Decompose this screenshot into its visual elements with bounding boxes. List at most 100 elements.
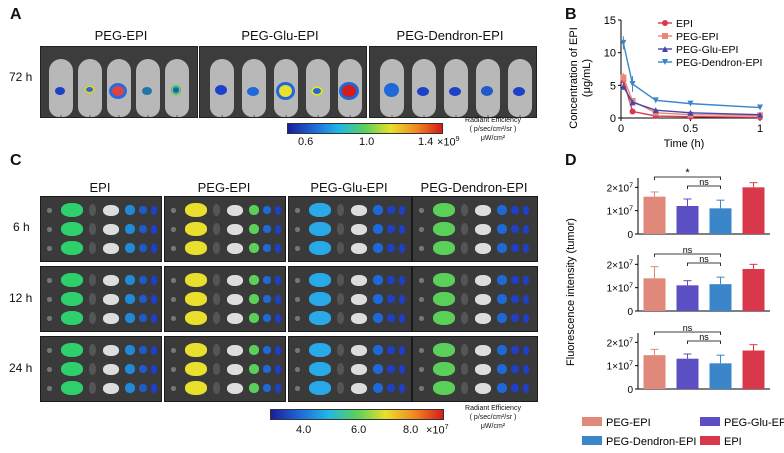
panel-c-title-peg-epi: PEG-EPI (197, 180, 251, 195)
panel-b-xtick-label: 0.5 (683, 123, 698, 135)
panel-d-bar-peg-dendron-epi (709, 208, 732, 234)
panel-b-point-peg-glu-epi (687, 109, 694, 116)
panel-d-ytick-label: 1×107 (607, 283, 634, 295)
panel-d-sig-bracket (654, 253, 721, 257)
panel-d-bar-peg-glu-epi (676, 285, 699, 311)
panel-b-legend-marker-peg-glu-epi (662, 46, 668, 52)
panel-b-point-peg-dendron-epi (629, 81, 636, 88)
panel-c-organ-image (164, 266, 286, 332)
panel-b-legend-label-peg-dendron-epi: PEG-Dendron-EPI (676, 57, 762, 69)
panel-d-sig-bracket (687, 185, 721, 189)
panel-letter-c: C (10, 152, 22, 169)
panel-b-point-peg-glu-epi (757, 111, 763, 118)
panel-a-cbar-tick-1: 0.6 (298, 136, 314, 148)
panel-a-cbar-tick-3: 1.4 (418, 136, 434, 148)
panel-d-bar-peg-epi (643, 278, 666, 311)
panel-a-image-peg-glu-epi (199, 46, 367, 118)
panel-a-cbar-exponent: ×109 (437, 136, 460, 149)
panel-d-legend-swatch-epi (700, 436, 720, 445)
panel-b-ytick-label: 10 (604, 48, 616, 60)
panel-b-point-peg-epi (620, 74, 627, 81)
panel-d-sig-label: ns (683, 245, 693, 255)
panel-c-cbar-tick-2: 6.0 (351, 424, 367, 436)
panel-a-colorbar (287, 123, 443, 134)
panel-c-row-label-12h: 12 h (9, 291, 33, 305)
panel-c-organ-image (40, 266, 162, 332)
panel-letter-a: A (10, 6, 22, 23)
panel-b-ytick-label: 15 (604, 15, 616, 27)
panel-d-sig-label: * (685, 168, 690, 179)
panel-d-bar-peg-epi (643, 355, 666, 389)
panel-d-ytick-label: 0 (627, 230, 633, 241)
panel-c-title-epi: EPI (89, 180, 111, 195)
panel-d-legend-label-peg-dendron-epi: PEG-Dendron-EPI (606, 436, 696, 448)
panel-d-ytick-label: 0 (627, 307, 633, 318)
panel-c-organ-image (40, 196, 162, 262)
panel-b-ytick-label: 5 (610, 80, 616, 92)
panel-d-bar-epi (742, 350, 765, 389)
panel-b-ylabel-1: Concentration of EPI (568, 27, 580, 129)
panel-letter-d: D (565, 152, 577, 169)
panel-c-colorbar (270, 409, 444, 420)
panel-a-image-peg-dendron-epi (369, 46, 537, 118)
panel-c-organ-image (288, 266, 412, 332)
panel-b-legend-marker-peg-dendron-epi (662, 59, 668, 65)
panel-b-point-peg-glu-epi (652, 107, 659, 114)
panel-c-cbar-tick-3: 8.0 (403, 424, 419, 436)
panel-b-xtick-label: 1 (757, 123, 763, 135)
panel-d-ytick-label: 2×107 (607, 337, 634, 349)
panel-b-point-peg-dendron-epi (620, 39, 627, 46)
panel-b-line-peg-epi (622, 77, 761, 117)
panel-d-sig-label: ns (699, 254, 709, 264)
panel-a-cbar-tick-2: 1.0 (359, 136, 375, 148)
panel-c-row-label-6h: 6 h (13, 220, 30, 234)
panel-d-ytick-label: 2×107 (607, 259, 634, 271)
panel-b-legend-marker-peg-epi (662, 33, 668, 39)
panel-c-organ-image (40, 336, 162, 402)
panel-b-point-peg-dendron-epi (687, 100, 694, 107)
panel-a-title-peg-dendron-epi: PEG-Dendron-EPI (396, 28, 504, 43)
panel-d-bar-peg-dendron-epi (709, 363, 732, 389)
panel-b-chart: 0 5 10 15 0 0.5 1 EPIPEG-EPIPEG-Glu-EPIPEG-Den… (568, 15, 763, 150)
panel-c-organ-image (412, 336, 538, 402)
panel-c-cbar-exponent: ×107 (426, 424, 449, 437)
panel-d-sig-bracket (687, 262, 721, 266)
panel-b-legend-label-peg-glu-epi: PEG-Glu-EPI (676, 44, 738, 56)
panel-b-ytick-label: 0 (610, 113, 616, 125)
panel-d-bar-epi (742, 187, 765, 234)
panel-d-legend-label-epi: EPI (724, 436, 742, 448)
panel-c-organ-image (164, 196, 286, 262)
panel-c-cbar-tick-1: 4.0 (296, 424, 312, 436)
panel-b-xtick-label: 0 (618, 123, 624, 135)
panel-b-point-peg-glu-epi (629, 99, 636, 106)
panel-d-bar-peg-epi (643, 196, 666, 234)
panel-c-cbar-label: Radiant Efficiency ( p/sec/cm²/sr ) μW/c… (465, 405, 521, 430)
panel-d-ytick-label: 1×107 (607, 206, 634, 218)
panel-d-ytick-label: 0 (627, 385, 633, 396)
panel-d-legend-swatch-peg-glu-epi (700, 417, 720, 426)
panel-a-image-peg-epi (40, 46, 198, 118)
panel-d-sig-bracket (654, 176, 721, 180)
panel-d-bar-epi (742, 269, 765, 311)
panel-d-sig-label: ns (699, 332, 709, 342)
panel-c-organ-image (288, 336, 412, 402)
panel-c-organ-image (412, 196, 538, 262)
panel-a-row-label: 72 h (9, 70, 33, 84)
panel-d-chart: 01×1072×107*ns01×1072×107nsns01×1072×107… (565, 168, 784, 448)
panel-d-sig-label: ns (699, 177, 709, 187)
panel-b-point-peg-dendron-epi (757, 104, 763, 111)
panel-d-bar-peg-dendron-epi (709, 284, 732, 311)
panel-b-xlabel: Time (h) (664, 138, 705, 150)
panel-letter-b: B (565, 6, 577, 23)
panel-c-organ-image (412, 266, 538, 332)
panel-d-ytick-label: 2×107 (607, 182, 634, 194)
panel-c-row-label-24h: 24 h (9, 361, 33, 375)
panel-d-legend-swatch-peg-dendron-epi (582, 436, 602, 445)
panel-c-title-peg-dendron-epi: PEG-Dendron-EPI (420, 180, 528, 195)
panel-b-legend-label-peg-epi: PEG-EPI (676, 31, 719, 43)
panel-b-legend-label-epi: EPI (676, 18, 693, 30)
panel-d-sig-bracket (654, 331, 721, 335)
panel-d-sig-bracket (687, 340, 721, 344)
panel-b-point-peg-glu-epi (620, 83, 627, 90)
panel-a-cbar-label: Radiant Efficiency ( p/sec/cm²/sr ) μW/c… (465, 117, 521, 142)
